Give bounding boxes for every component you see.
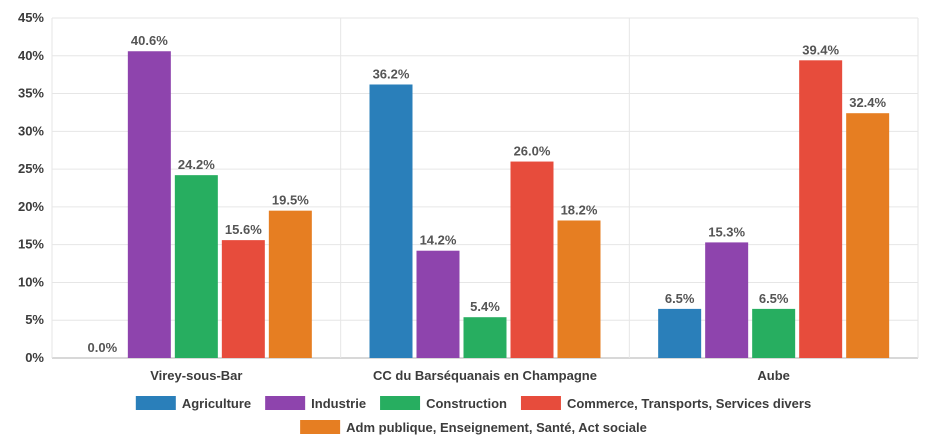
data-label: 24.2% bbox=[178, 157, 215, 172]
data-label: 39.4% bbox=[802, 42, 839, 57]
data-label: 0.0% bbox=[88, 340, 118, 355]
bar bbox=[557, 220, 601, 358]
bar bbox=[799, 60, 843, 359]
data-label: 15.3% bbox=[708, 224, 745, 239]
x-tick-label: CC du Barséquanais en Champagne bbox=[373, 368, 597, 383]
legend-label: Agriculture bbox=[182, 396, 251, 411]
bar bbox=[510, 161, 554, 358]
y-tick-label: 45% bbox=[18, 10, 44, 25]
legend-swatch bbox=[520, 396, 561, 410]
legend-label: Industrie bbox=[311, 396, 366, 411]
legend-item[interactable]: Construction bbox=[380, 396, 507, 411]
legend-swatch bbox=[265, 396, 306, 410]
legend-swatch bbox=[380, 396, 421, 410]
bar bbox=[846, 113, 890, 358]
x-tick-label: Aube bbox=[757, 368, 790, 383]
legend: Agriculture Industrie Construction Commerce… bbox=[135, 396, 811, 435]
data-label: 18.2% bbox=[561, 202, 598, 217]
data-label: 26.0% bbox=[514, 144, 551, 159]
bar bbox=[752, 308, 796, 358]
legend-item[interactable]: Commerce, Transports, Services divers bbox=[520, 396, 811, 411]
x-tick-label: Virey-sous-Bar bbox=[150, 368, 242, 383]
y-tick-label: 10% bbox=[18, 274, 44, 289]
bar bbox=[369, 84, 413, 358]
bar bbox=[705, 242, 749, 358]
bar bbox=[416, 250, 460, 358]
y-tick-label: 30% bbox=[18, 123, 44, 138]
bars-layer bbox=[127, 51, 890, 359]
y-tick-label: 5% bbox=[25, 312, 44, 327]
y-tick-label: 0% bbox=[25, 350, 44, 365]
y-axis: 0% 5% 10% 15% 20% 25% 30% 35% 40% 45% bbox=[18, 10, 44, 365]
legend-item[interactable]: Adm publique, Enseignement, Santé, Act s… bbox=[300, 420, 647, 435]
bar bbox=[463, 317, 507, 358]
x-axis: Virey-sous-Bar CC du Barséquanais en Cham… bbox=[150, 368, 790, 383]
bar bbox=[174, 175, 218, 358]
legend-label: Commerce, Transports, Services divers bbox=[567, 396, 811, 411]
data-label: 32.4% bbox=[849, 95, 886, 110]
legend-label: Construction bbox=[426, 396, 507, 411]
y-tick-label: 15% bbox=[18, 237, 44, 252]
data-label: 15.6% bbox=[225, 222, 262, 237]
data-label: 5.4% bbox=[470, 299, 500, 314]
data-label: 14.2% bbox=[420, 233, 457, 248]
data-label: 6.5% bbox=[665, 291, 695, 306]
y-tick-label: 25% bbox=[18, 161, 44, 176]
y-tick-label: 40% bbox=[18, 48, 44, 63]
data-label: 6.5% bbox=[759, 291, 789, 306]
y-tick-label: 20% bbox=[18, 199, 44, 214]
data-label: 40.6% bbox=[131, 33, 168, 48]
bar bbox=[221, 240, 265, 358]
legend-item[interactable]: Industrie bbox=[265, 396, 366, 411]
data-label: 19.5% bbox=[272, 193, 309, 208]
data-labels-layer: 0.0% 40.6% 24.2% 15.6% 19.5% 36.2% 14.2% 5.4% 26… bbox=[88, 33, 887, 355]
legend-item[interactable]: Agriculture bbox=[135, 396, 251, 411]
legend-label: Adm publique, Enseignement, Santé, Act s… bbox=[346, 420, 647, 435]
legend-swatch bbox=[300, 420, 341, 434]
y-tick-label: 35% bbox=[18, 86, 44, 101]
data-label: 36.2% bbox=[373, 66, 410, 81]
bar bbox=[658, 308, 702, 358]
bar bbox=[268, 210, 312, 358]
legend-swatch bbox=[135, 396, 176, 410]
bar bbox=[127, 51, 171, 358]
